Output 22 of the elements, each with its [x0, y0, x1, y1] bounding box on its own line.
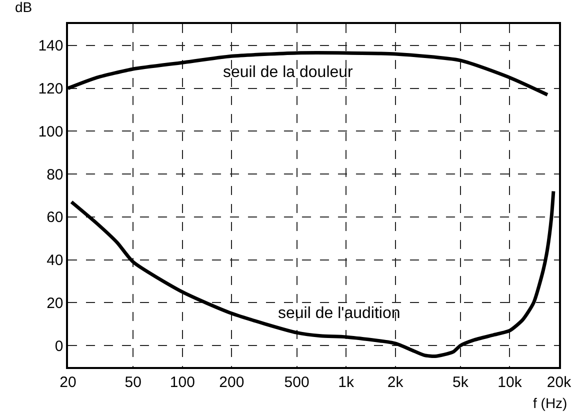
x-tick-label: 50 [124, 374, 142, 391]
y-axis-title: dB [15, 0, 32, 15]
x-tick-label: 20k [546, 374, 572, 391]
y-tick-label: 60 [46, 209, 64, 226]
x-tick-label: 500 [284, 374, 310, 391]
x-tick-label: 10k [498, 374, 522, 391]
y-tick-label: 0 [54, 338, 64, 355]
annotation: seuil de la douleur [223, 64, 354, 81]
x-tick-label: 1k [338, 374, 354, 391]
y-tick-label: 20 [46, 294, 64, 312]
x-tick-label: 200 [219, 374, 244, 391]
y-tick-label: 40 [46, 252, 64, 270]
x-tick-label: 2k [387, 374, 404, 391]
y-tick-label: 140 [38, 38, 64, 55]
y-tick-label: 100 [38, 123, 64, 140]
x-tick-label: 5k [452, 374, 469, 391]
y-tick-label: 80 [46, 166, 64, 184]
annotation: seuil de l'audition [278, 305, 400, 322]
x-tick-label: 20 [60, 374, 76, 391]
y-tick-label: 120 [38, 80, 64, 98]
x-tick-label: 100 [170, 374, 195, 391]
x-axis-title: f (Hz) [533, 395, 568, 411]
